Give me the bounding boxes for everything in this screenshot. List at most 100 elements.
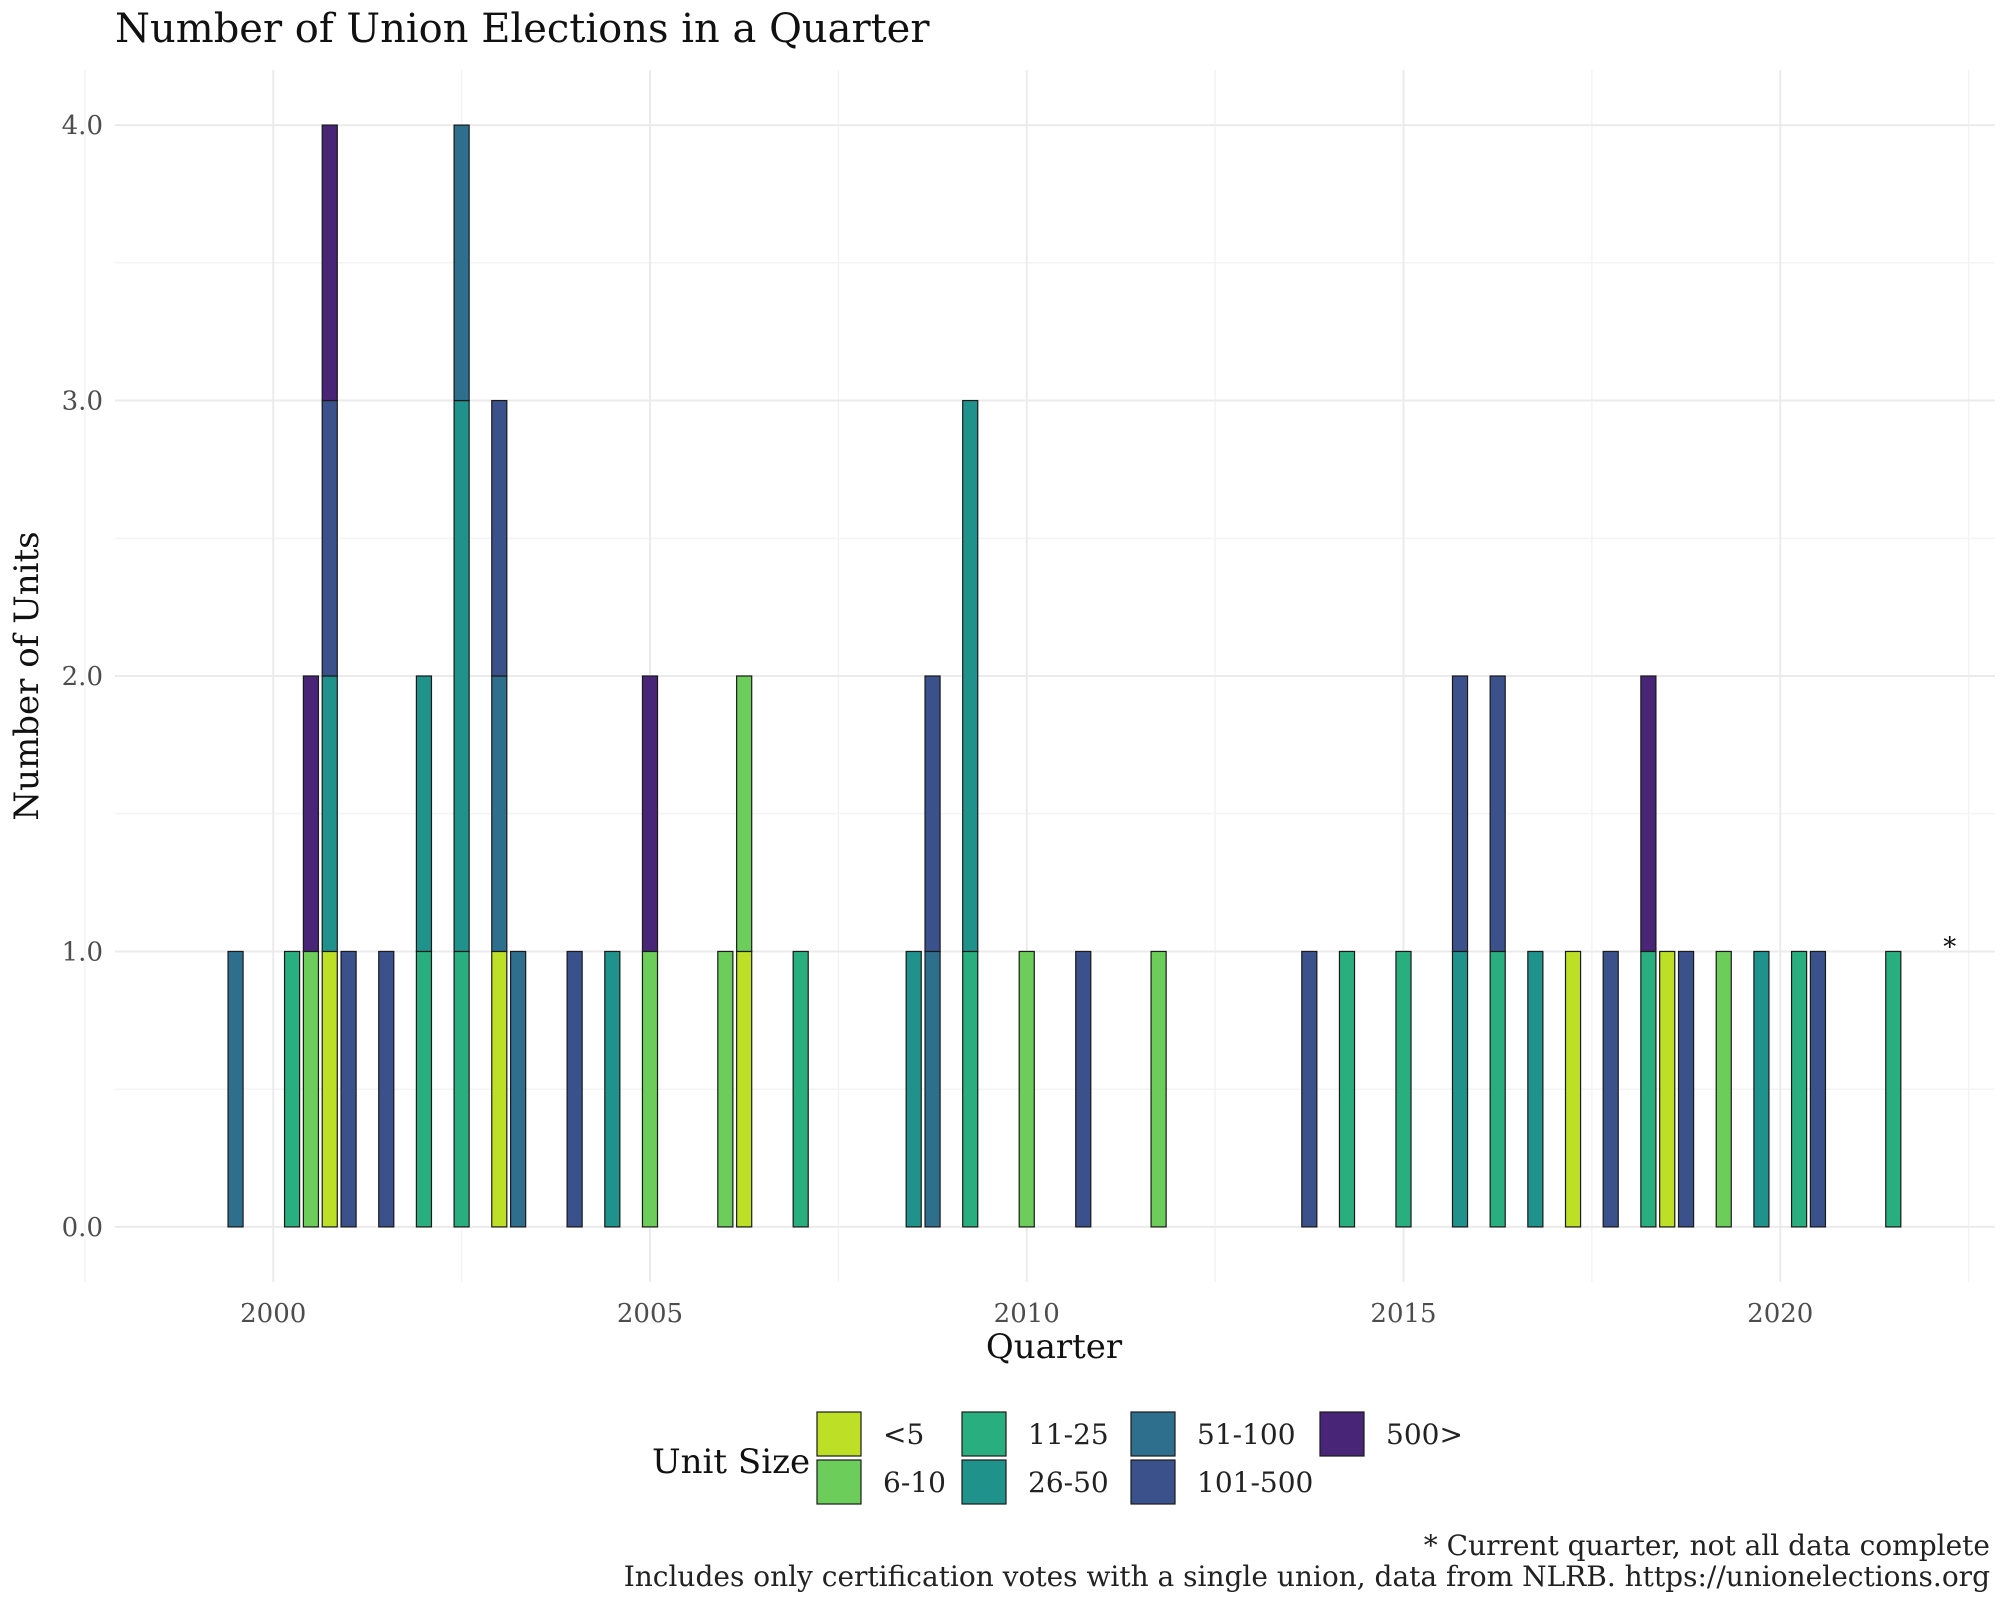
- bar-segment: [905, 950, 922, 1228]
- x-tick-label: 2020: [1747, 1299, 1813, 1329]
- bar-segment: [1395, 950, 1412, 1228]
- bar-segment: [1677, 950, 1695, 1228]
- bar-segment: [962, 950, 979, 1228]
- chart-title: Number of Union Elections in a Quarter: [115, 6, 930, 52]
- bar-segment: [1075, 950, 1092, 1228]
- bar-stack: [1527, 950, 1544, 1228]
- x-tick-label: 2010: [994, 1299, 1060, 1329]
- bar-stack: [1338, 950, 1356, 1228]
- bar-segment: [1489, 675, 1506, 953]
- bar-stack: [1018, 950, 1035, 1228]
- bar-stack: [1301, 950, 1318, 1228]
- y-tick-label: 0.0: [62, 1213, 103, 1243]
- bar-stack: [1150, 950, 1167, 1228]
- bar-stack: [1451, 675, 1469, 1228]
- bar-segment: [717, 950, 734, 1228]
- bar-segment: [792, 950, 809, 1228]
- grid: [84, 70, 1995, 1282]
- bar-segment: [1715, 950, 1732, 1228]
- bar-stack: [509, 950, 527, 1228]
- bar-segment: [1659, 950, 1676, 1228]
- bar-segment: [1602, 950, 1619, 1228]
- legend-label: 6-10: [883, 1466, 946, 1499]
- bar-segment: [1338, 950, 1356, 1228]
- caption: * Current quarter, not all data complete…: [624, 1529, 1990, 1593]
- bar-stack: [1489, 675, 1506, 1228]
- bar-segment: [1640, 950, 1657, 1228]
- bar-segment: [1451, 675, 1469, 953]
- bar-stack: [905, 950, 922, 1228]
- bar-segment: [924, 950, 941, 1228]
- bar-stack: [491, 399, 508, 1228]
- bar-stack: [1715, 950, 1732, 1228]
- legend-label: 51-100: [1197, 1418, 1296, 1451]
- bar-segment: [321, 675, 338, 953]
- bar-stack: [1564, 950, 1582, 1228]
- bar-segment: [1640, 675, 1657, 953]
- bar-segment: [1018, 950, 1035, 1228]
- bar-segment: [1527, 950, 1544, 1228]
- legend-key: [816, 1459, 862, 1505]
- bar-stack: [453, 124, 470, 1228]
- x-tick-label: 2005: [617, 1299, 683, 1329]
- legend-key: [1130, 1411, 1176, 1457]
- bar-stack: [717, 950, 734, 1228]
- legend-key: [1130, 1459, 1176, 1505]
- bar-segment: [641, 950, 659, 1228]
- legend-label: 11-25: [1028, 1418, 1109, 1451]
- bar-stack: [1640, 675, 1657, 1228]
- x-axis-title: Quarter: [986, 1327, 1123, 1367]
- bar-stack: [302, 675, 320, 1228]
- legend-label: <5: [883, 1418, 924, 1451]
- bar-segment: [491, 675, 508, 953]
- bar-segment: [321, 124, 338, 402]
- bar-stack: [736, 675, 753, 1228]
- bar-segment: [491, 399, 508, 677]
- bar-segment: [1301, 950, 1318, 1228]
- bar-stack: [566, 950, 583, 1228]
- y-tick-label: 3.0: [62, 387, 103, 417]
- bar-stack: [1659, 950, 1676, 1228]
- bar-stack: [1602, 950, 1619, 1228]
- bar-stack: [415, 675, 433, 1228]
- bar-stack: [924, 675, 941, 1228]
- legend-key: [961, 1411, 1007, 1457]
- bar-segment: [1564, 950, 1582, 1228]
- bar-stack: [340, 950, 357, 1228]
- caption-line-2: Includes only certification votes with a…: [624, 1560, 1990, 1593]
- y-tick-label: 4.0: [62, 111, 103, 141]
- bar-stack: [283, 950, 301, 1228]
- bar-segment: [736, 950, 753, 1228]
- bar-segment: [491, 950, 508, 1228]
- bar-stack: [227, 950, 244, 1228]
- bars: [227, 124, 1902, 1228]
- bar-segment: [378, 950, 395, 1228]
- bar-segment: [1885, 950, 1902, 1228]
- bar-segment: [1809, 950, 1827, 1228]
- y-tick-label: 2.0: [62, 662, 103, 692]
- legend-label: 101-500: [1197, 1466, 1313, 1499]
- bar-segment: [736, 675, 753, 953]
- bar-segment: [453, 950, 470, 1228]
- legend-key: [816, 1411, 862, 1457]
- legend-key: [961, 1459, 1007, 1505]
- bar-stack: [1885, 950, 1902, 1228]
- bar-segment: [566, 950, 583, 1228]
- bar-stack: [321, 124, 338, 1228]
- bar-segment: [453, 124, 470, 402]
- bar-stack: [1753, 950, 1770, 1228]
- axis-ticks: 2000 2005 2010 2015 2020 0.0 1.0 2.0 3.0 4.0: [62, 111, 1814, 1329]
- bar-stack: [378, 950, 395, 1228]
- current-quarter-marker: *: [1943, 932, 1956, 962]
- legend: Unit Size <5 6-10 11-25 26-50 51-100 101-500 5…: [652, 1411, 1463, 1505]
- bar-segment: [1451, 950, 1469, 1228]
- bar-segment: [302, 950, 320, 1228]
- bar-segment: [1150, 950, 1167, 1228]
- bar-segment: [641, 675, 659, 953]
- bar-segment: [302, 675, 320, 953]
- bar-stack: [1395, 950, 1412, 1228]
- legend-title: Unit Size: [652, 1442, 810, 1482]
- bar-segment: [415, 950, 433, 1228]
- bar-stack: [1790, 950, 1808, 1228]
